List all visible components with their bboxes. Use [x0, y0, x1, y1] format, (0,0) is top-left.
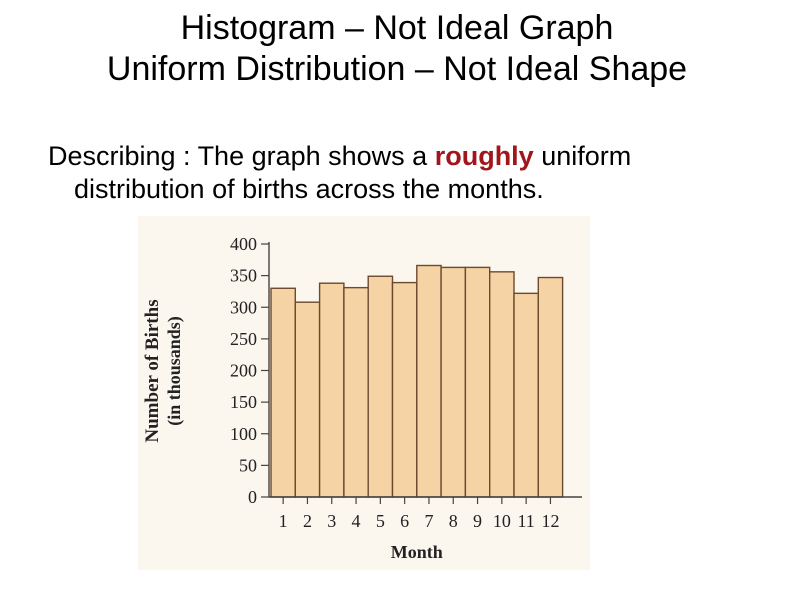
y-axis-label-line-1: Number of Births [142, 299, 163, 442]
bar-month-2 [294, 301, 321, 498]
bar-month-5 [367, 275, 394, 498]
bar-month-10 [489, 271, 515, 498]
histogram-chart: Number of Births (in thousands) 05010015… [142, 234, 582, 562]
y-tick-label: 250 [230, 329, 257, 349]
x-tick-label: 5 [376, 511, 385, 531]
x-tick-label: 11 [517, 511, 534, 531]
x-tick-label: 9 [473, 511, 482, 531]
x-tick-label: 12 [541, 511, 559, 531]
bars [270, 264, 564, 498]
y-tick-label: 400 [230, 234, 257, 254]
x-tick-label: 6 [400, 511, 409, 531]
x-tick-label: 4 [352, 511, 361, 531]
bar-month-7 [416, 264, 442, 498]
x-axis-label: Month [391, 542, 443, 562]
title-line-2: Uniform Distribution – Not Ideal Shape [106, 50, 688, 88]
description-text-before: Describing : The graph shows a [48, 141, 435, 171]
histogram-figure: Number of Births (in thousands) 0 50 100 15… [138, 216, 590, 570]
title-line-1: Histogram – Not Ideal Graph [180, 9, 614, 47]
x-tick-label: 3 [327, 511, 336, 531]
bar-month-3 [318, 282, 345, 498]
y-tick-label: 50 [239, 455, 257, 475]
description-emphasis: roughly [434, 141, 534, 171]
x-ticks: 1 2 3 4 5 6 7 8 9 10 11 12 [279, 497, 559, 531]
y-tick-label: 300 [230, 297, 257, 317]
x-tick-label: 2 [303, 511, 312, 531]
description-line-2: distribution of births across the months… [74, 174, 544, 204]
y-tick-label: 100 [230, 424, 257, 444]
bar-month-1 [270, 287, 296, 498]
description-text-after: uniform [533, 141, 632, 171]
bar-month-9 [464, 266, 491, 498]
x-tick-label: 10 [493, 511, 511, 531]
y-axis-label-line-2: (in thousands) [164, 316, 185, 426]
bar-month-8 [440, 266, 467, 498]
y-ticks: 0 50 100 150 200 250 300 350 400 [230, 234, 269, 507]
slide-title: Histogram – Not Ideal Graph Uniform Dist… [0, 8, 794, 90]
x-tick-label: 1 [279, 511, 288, 531]
description-line-1: Describing : The graph shows a roughly u… [48, 140, 788, 173]
description: Describing : The graph shows a roughly u… [48, 140, 788, 206]
y-tick-label: 0 [248, 487, 257, 507]
x-tick-label: 8 [449, 511, 458, 531]
x-tick-label: 7 [424, 511, 433, 531]
y-tick-label: 350 [230, 266, 257, 286]
y-axis-label: Number of Births (in thousands) [142, 299, 185, 442]
bar-month-6 [391, 281, 418, 498]
y-tick-label: 200 [230, 361, 257, 381]
bar-month-11 [513, 292, 539, 498]
y-tick-label: 150 [230, 392, 257, 412]
bar-month-4 [343, 286, 369, 498]
bar-month-12 [537, 276, 564, 498]
